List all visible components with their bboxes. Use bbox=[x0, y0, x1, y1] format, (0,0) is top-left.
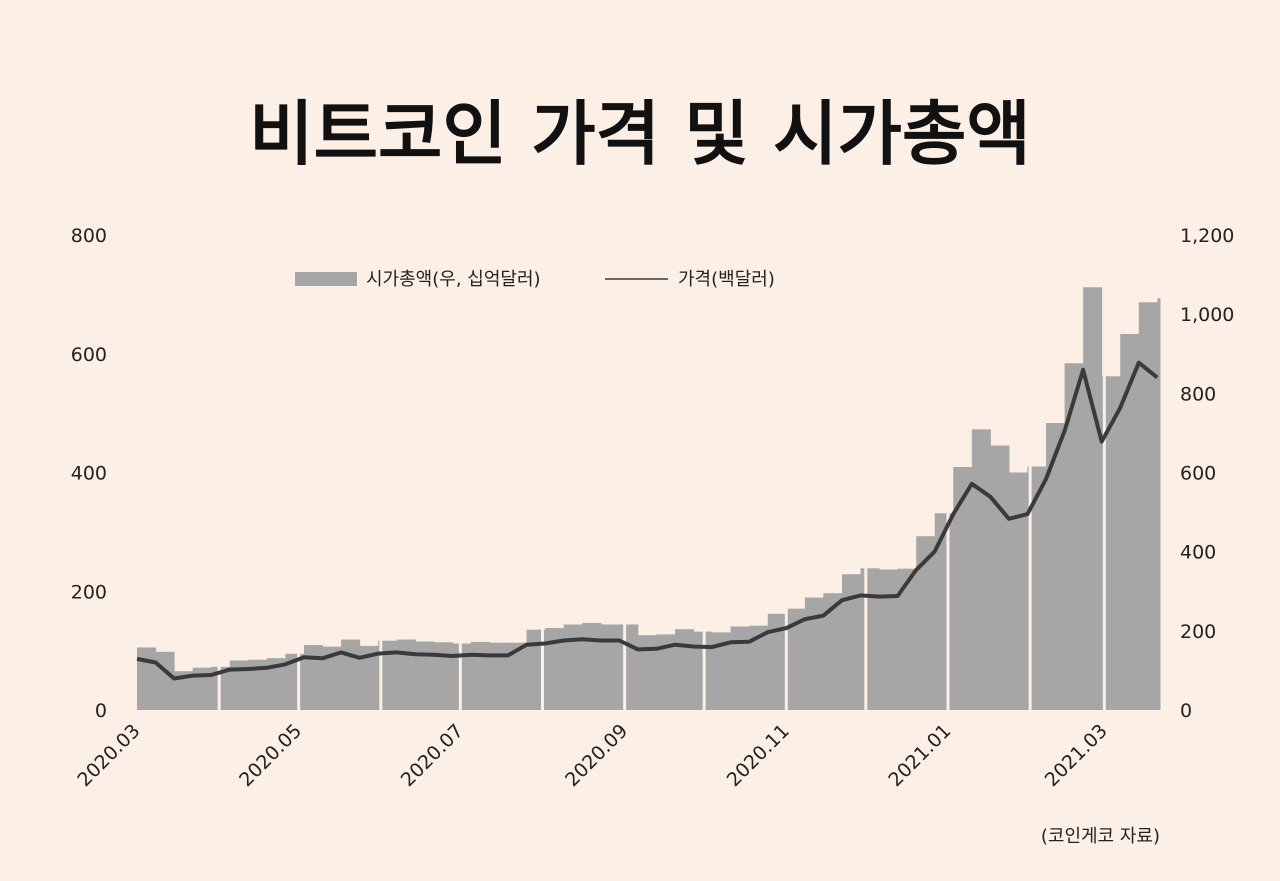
market-cap-bar bbox=[341, 639, 361, 710]
market-cap-bar bbox=[1046, 423, 1066, 710]
left-tick-label: 600 bbox=[71, 344, 107, 366]
right-tick-label: 1,000 bbox=[1180, 304, 1234, 326]
market-cap-bar bbox=[563, 624, 583, 710]
left-tick-label: 200 bbox=[71, 581, 107, 603]
market-cap-bar bbox=[897, 568, 917, 710]
market-cap-bar bbox=[396, 639, 416, 710]
market-cap-bar bbox=[452, 643, 472, 710]
market-cap-bar bbox=[916, 536, 936, 710]
market-cap-bar bbox=[656, 634, 676, 710]
market-cap-bar bbox=[730, 626, 750, 710]
right-tick-label: 600 bbox=[1180, 463, 1216, 485]
x-axis: 2020.03 2020.05 2020.07 2020.09 2020.11 2021.… bbox=[73, 720, 1111, 791]
market-cap-bar bbox=[712, 632, 732, 710]
market-cap-bar bbox=[508, 642, 528, 710]
market-cap-bar bbox=[229, 660, 249, 710]
market-cap-bar bbox=[359, 645, 379, 710]
market-cap-bar bbox=[303, 645, 324, 710]
left-tick-label: 800 bbox=[71, 225, 107, 247]
market-cap-bar bbox=[823, 593, 843, 710]
market-cap-bar bbox=[1138, 302, 1158, 710]
market-cap-bar bbox=[749, 625, 769, 710]
market-cap-bar bbox=[786, 608, 806, 710]
legend-label-market-cap: 시가총액(우, 십억달러) bbox=[366, 269, 541, 290]
left-axis: 0 200 400 600 800 bbox=[71, 225, 107, 722]
x-tick-label: 2020.05 bbox=[235, 720, 306, 791]
price-line bbox=[136, 360, 1159, 681]
right-tick-label: 1,200 bbox=[1180, 225, 1234, 247]
market-cap-bars bbox=[137, 287, 1161, 710]
market-cap-bar bbox=[1120, 333, 1140, 710]
market-cap-bar bbox=[767, 613, 787, 710]
market-cap-bar bbox=[971, 429, 991, 710]
market-cap-bar bbox=[192, 667, 212, 710]
market-cap-bar bbox=[600, 624, 620, 710]
legend: 시가총액(우, 십억달러) 가격(백달러) bbox=[295, 269, 775, 290]
market-cap-bar bbox=[860, 568, 880, 710]
market-cap-bar bbox=[248, 659, 268, 710]
left-tick-label: 400 bbox=[71, 463, 107, 485]
market-cap-bar bbox=[378, 640, 398, 710]
market-cap-bar bbox=[879, 569, 899, 710]
right-tick-label: 0 bbox=[1180, 700, 1192, 722]
market-cap-bar bbox=[489, 642, 509, 710]
market-cap-bar bbox=[1101, 376, 1121, 710]
market-cap-bar bbox=[433, 642, 453, 710]
market-cap-bar bbox=[1157, 298, 1161, 710]
right-tick-label: 400 bbox=[1180, 542, 1216, 564]
x-tick-label: 2020.07 bbox=[397, 720, 468, 791]
market-cap-bar bbox=[526, 629, 546, 710]
market-cap-bar bbox=[174, 671, 194, 710]
legend-label-price: 가격(백달러) bbox=[678, 269, 775, 290]
market-cap-bar bbox=[953, 466, 973, 710]
market-cap-bar bbox=[211, 666, 231, 710]
market-cap-bar bbox=[675, 629, 695, 710]
right-axis: 0 200 400 600 800 1,000 1,200 bbox=[1180, 225, 1234, 722]
market-cap-bar bbox=[155, 651, 175, 710]
market-cap-bar bbox=[619, 624, 639, 710]
market-cap-bar bbox=[266, 658, 286, 710]
legend-swatch-market-cap bbox=[295, 272, 357, 286]
market-cap-bar bbox=[470, 641, 490, 710]
left-tick-label: 0 bbox=[95, 700, 107, 722]
right-tick-label: 200 bbox=[1180, 621, 1216, 643]
market-cap-bar bbox=[637, 635, 657, 710]
x-tick-label: 2020.09 bbox=[561, 720, 632, 791]
market-cap-bar bbox=[1083, 287, 1103, 710]
market-cap-bar bbox=[1027, 466, 1047, 710]
x-tick-label: 2021.03 bbox=[1041, 720, 1112, 791]
market-cap-bar bbox=[582, 622, 602, 710]
x-tick-label: 2021.01 bbox=[884, 720, 955, 791]
market-cap-bar bbox=[415, 641, 435, 710]
month-separators bbox=[217, 235, 1106, 710]
x-tick-label: 2020.11 bbox=[723, 720, 794, 791]
right-tick-label: 800 bbox=[1180, 383, 1216, 405]
chart-title: 비트코인 가격 및 시가총액 bbox=[249, 93, 1031, 175]
market-cap-bar bbox=[1008, 472, 1028, 710]
market-cap-bar bbox=[804, 597, 824, 710]
market-cap-bar bbox=[545, 628, 565, 710]
market-cap-bar bbox=[322, 646, 342, 710]
source-note: (코인게코 자료) bbox=[1041, 826, 1160, 847]
market-cap-bar bbox=[990, 445, 1010, 710]
x-tick-label: 2020.03 bbox=[73, 720, 144, 791]
market-cap-bar bbox=[841, 574, 862, 710]
market-cap-bar bbox=[1064, 363, 1084, 710]
market-cap-bar bbox=[137, 647, 157, 710]
